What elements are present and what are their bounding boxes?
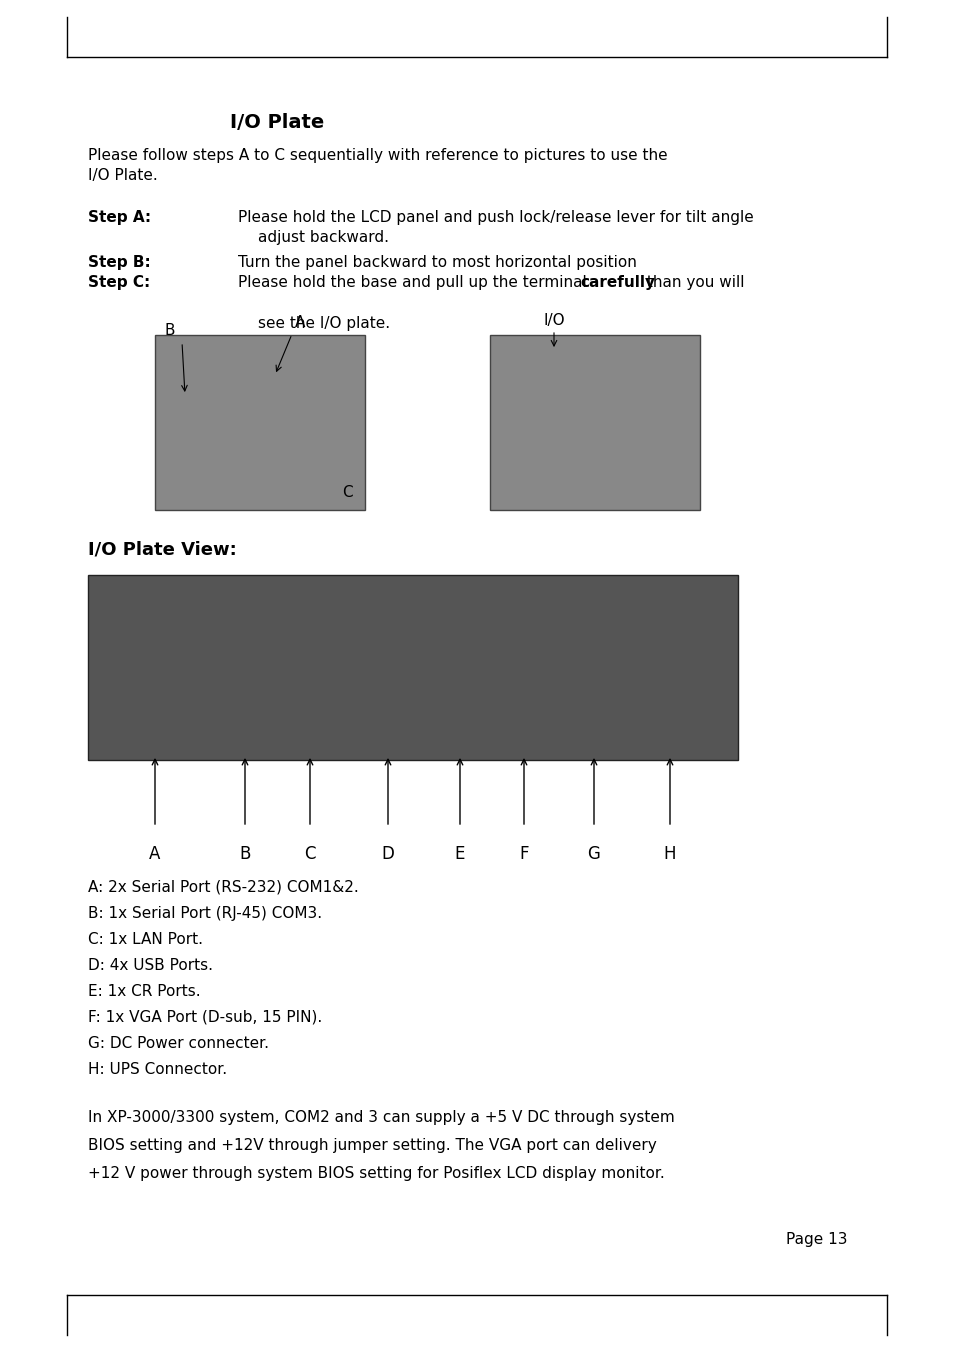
- Text: Step C:: Step C:: [88, 274, 150, 289]
- Text: B: B: [239, 845, 251, 863]
- Text: B: 1x Serial Port (RJ-45) COM3.: B: 1x Serial Port (RJ-45) COM3.: [88, 906, 322, 921]
- Bar: [490, 335, 700, 510]
- Text: Page 13: Page 13: [785, 1232, 847, 1247]
- Text: C: C: [304, 845, 315, 863]
- Text: A: 2x Serial Port (RS-232) COM1&2.: A: 2x Serial Port (RS-232) COM1&2.: [88, 880, 358, 895]
- Text: carefully: carefully: [579, 274, 655, 289]
- Text: adjust backward.: adjust backward.: [257, 230, 389, 245]
- Text: Please follow steps A to C sequentially with reference to pictures to use the: Please follow steps A to C sequentially …: [88, 147, 667, 164]
- Text: D: D: [381, 845, 394, 863]
- Text: Please hold the base and pull up the terminal: Please hold the base and pull up the ter…: [237, 274, 591, 289]
- Text: B: B: [165, 323, 175, 338]
- Text: C: 1x LAN Port.: C: 1x LAN Port.: [88, 932, 203, 946]
- Text: +12 V power through system BIOS setting for Posiflex LCD display monitor.: +12 V power through system BIOS setting …: [88, 1165, 664, 1182]
- Text: E: E: [455, 845, 465, 863]
- Text: G: G: [587, 845, 599, 863]
- Text: H: UPS Connector.: H: UPS Connector.: [88, 1063, 227, 1078]
- Text: I/O Plate View:: I/O Plate View:: [88, 539, 236, 558]
- Text: A: A: [150, 845, 160, 863]
- Bar: [154, 335, 365, 510]
- Text: see the I/O plate.: see the I/O plate.: [257, 316, 390, 331]
- Text: G: DC Power connecter.: G: DC Power connecter.: [88, 1036, 269, 1051]
- Text: H: H: [663, 845, 676, 863]
- Text: C: C: [341, 485, 353, 500]
- Text: Step A:: Step A:: [88, 210, 151, 224]
- Bar: [88, 575, 738, 760]
- Text: Turn the panel backward to most horizontal position: Turn the panel backward to most horizont…: [237, 256, 637, 270]
- Text: F: F: [518, 845, 528, 863]
- Text: I/O Plate: I/O Plate: [230, 114, 324, 132]
- Text: than you will: than you will: [641, 274, 743, 289]
- Text: E: 1x CR Ports.: E: 1x CR Ports.: [88, 984, 200, 999]
- Text: Step B:: Step B:: [88, 256, 151, 270]
- Text: BIOS setting and +12V through jumper setting. The VGA port can delivery: BIOS setting and +12V through jumper set…: [88, 1138, 656, 1153]
- Text: A: A: [294, 315, 305, 330]
- Text: In XP-3000/3300 system, COM2 and 3 can supply a +5 V DC through system: In XP-3000/3300 system, COM2 and 3 can s…: [88, 1110, 674, 1125]
- Text: D: 4x USB Ports.: D: 4x USB Ports.: [88, 959, 213, 973]
- Text: I/O: I/O: [542, 314, 564, 329]
- Text: I/O Plate.: I/O Plate.: [88, 168, 157, 183]
- Text: F: 1x VGA Port (D-sub, 15 PIN).: F: 1x VGA Port (D-sub, 15 PIN).: [88, 1010, 322, 1025]
- Text: Please hold the LCD panel and push lock/release lever for tilt angle: Please hold the LCD panel and push lock/…: [237, 210, 753, 224]
